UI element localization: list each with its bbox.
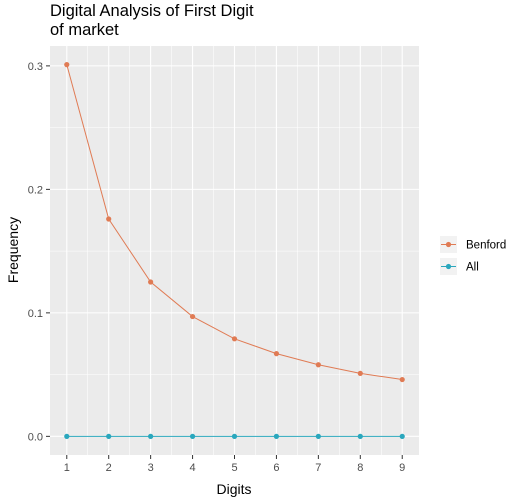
chart-title-line-1: Digital Analysis of First Digit xyxy=(50,2,254,20)
x-tick-label: 5 xyxy=(231,462,237,474)
x-tick-label: 8 xyxy=(357,462,363,474)
x-axis-title: Digits xyxy=(216,481,251,497)
data-point-benford xyxy=(357,370,363,376)
x-tick-label: 9 xyxy=(399,462,405,474)
x-tick-label: 6 xyxy=(273,462,279,474)
data-point-benford xyxy=(399,376,405,383)
data-point-all xyxy=(231,433,238,439)
legend-label-benford: Benford xyxy=(466,240,506,252)
chart-title-line-2: of market xyxy=(50,21,119,39)
legend: Benford All xyxy=(440,236,506,275)
y-tick-label: 0.1 xyxy=(28,308,43,320)
data-point-benford xyxy=(148,279,154,285)
data-point-all xyxy=(357,433,363,439)
data-point-all xyxy=(148,433,154,439)
data-point-all xyxy=(189,433,196,439)
x-tick-label: 4 xyxy=(190,462,196,474)
data-point-benford xyxy=(231,336,238,342)
legend-label-all: All xyxy=(466,262,479,274)
legend-item-all: All xyxy=(440,258,479,275)
data-point-all xyxy=(106,433,112,439)
legend-item-benford: Benford xyxy=(440,236,506,253)
data-point-all xyxy=(315,433,321,439)
data-point-all xyxy=(273,433,280,439)
x-tick-label: 3 xyxy=(148,462,154,474)
x-tick-label: 7 xyxy=(315,462,321,474)
legend-key-point xyxy=(445,263,452,270)
data-point-benford xyxy=(106,216,112,222)
y-tick-label: 0.2 xyxy=(28,184,43,196)
grid-minor xyxy=(50,46,419,455)
data-point-benford xyxy=(189,313,196,320)
data-point-benford xyxy=(64,62,70,68)
y-tick-label: 0.3 xyxy=(28,61,43,73)
data-point-all xyxy=(64,433,70,439)
data-point-benford xyxy=(273,351,280,357)
data-point-benford xyxy=(315,362,321,368)
y-axis-title: Frequency xyxy=(5,217,21,283)
x-tick-label: 1 xyxy=(64,462,70,474)
y-tick-label: 0.0 xyxy=(28,431,43,443)
chart-title: Digital Analysis of First Digit of marke… xyxy=(50,2,254,40)
series-layer xyxy=(64,62,405,439)
y-axis: 0.0 0.1 0.2 0.3 xyxy=(28,61,50,443)
data-point-all xyxy=(399,433,405,439)
legend-key-point xyxy=(445,241,452,248)
x-axis: 1 2 3 4 5 6 7 8 9 xyxy=(64,455,405,474)
x-tick-label: 2 xyxy=(106,462,112,474)
